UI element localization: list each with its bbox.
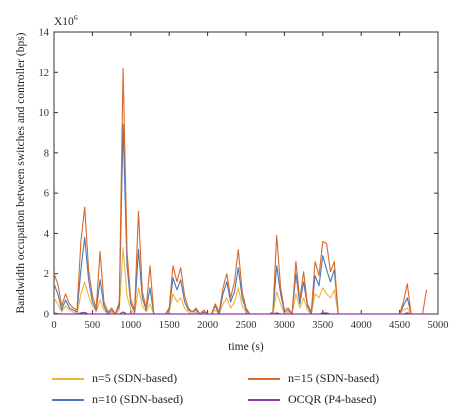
y-scale-exponent: 6 bbox=[74, 13, 78, 22]
x-axis-label: time (s) bbox=[228, 341, 264, 353]
x-tick-label: 2500 bbox=[236, 320, 257, 331]
plot-frame bbox=[53, 31, 439, 315]
x-tick-label: 3000 bbox=[274, 320, 295, 331]
y-tick-label: 8 bbox=[44, 148, 49, 159]
x-tick-label: 1500 bbox=[159, 320, 180, 331]
axis-ticks: 0 500 1000 1500 2000 2500 3000 3500 4000 4500 5000… bbox=[39, 28, 449, 332]
y-axis-label: Bandwidth occupation between switches an… bbox=[15, 32, 27, 313]
x-tick-label: 2000 bbox=[197, 320, 218, 331]
y-tick-label: 2 bbox=[44, 269, 49, 280]
x-tick-label: 5000 bbox=[428, 320, 449, 331]
y-tick-label: 0 bbox=[44, 310, 49, 321]
y-tick-label: 4 bbox=[44, 229, 50, 240]
x-tick-label: 4500 bbox=[389, 320, 410, 331]
series-line-ocqr-p4-based- bbox=[53, 311, 427, 315]
y-tick-label: 14 bbox=[39, 28, 50, 39]
series-line-n-10-sdn-based- bbox=[53, 124, 427, 315]
x-tick-label: 0 bbox=[51, 320, 56, 331]
x-tick-label: 1000 bbox=[120, 320, 141, 331]
x-tick-label: 3500 bbox=[312, 320, 333, 331]
y-tick-label: 6 bbox=[44, 189, 49, 200]
series-line-n-15-sdn-based- bbox=[53, 67, 428, 315]
y-tick-label: 10 bbox=[39, 108, 50, 119]
x-tick-label: 4000 bbox=[351, 320, 372, 331]
y-tick-label: 12 bbox=[39, 68, 50, 79]
series-layer bbox=[53, 67, 428, 315]
y-scale-note: X106 bbox=[54, 13, 78, 28]
x-tick-label: 500 bbox=[85, 320, 101, 331]
